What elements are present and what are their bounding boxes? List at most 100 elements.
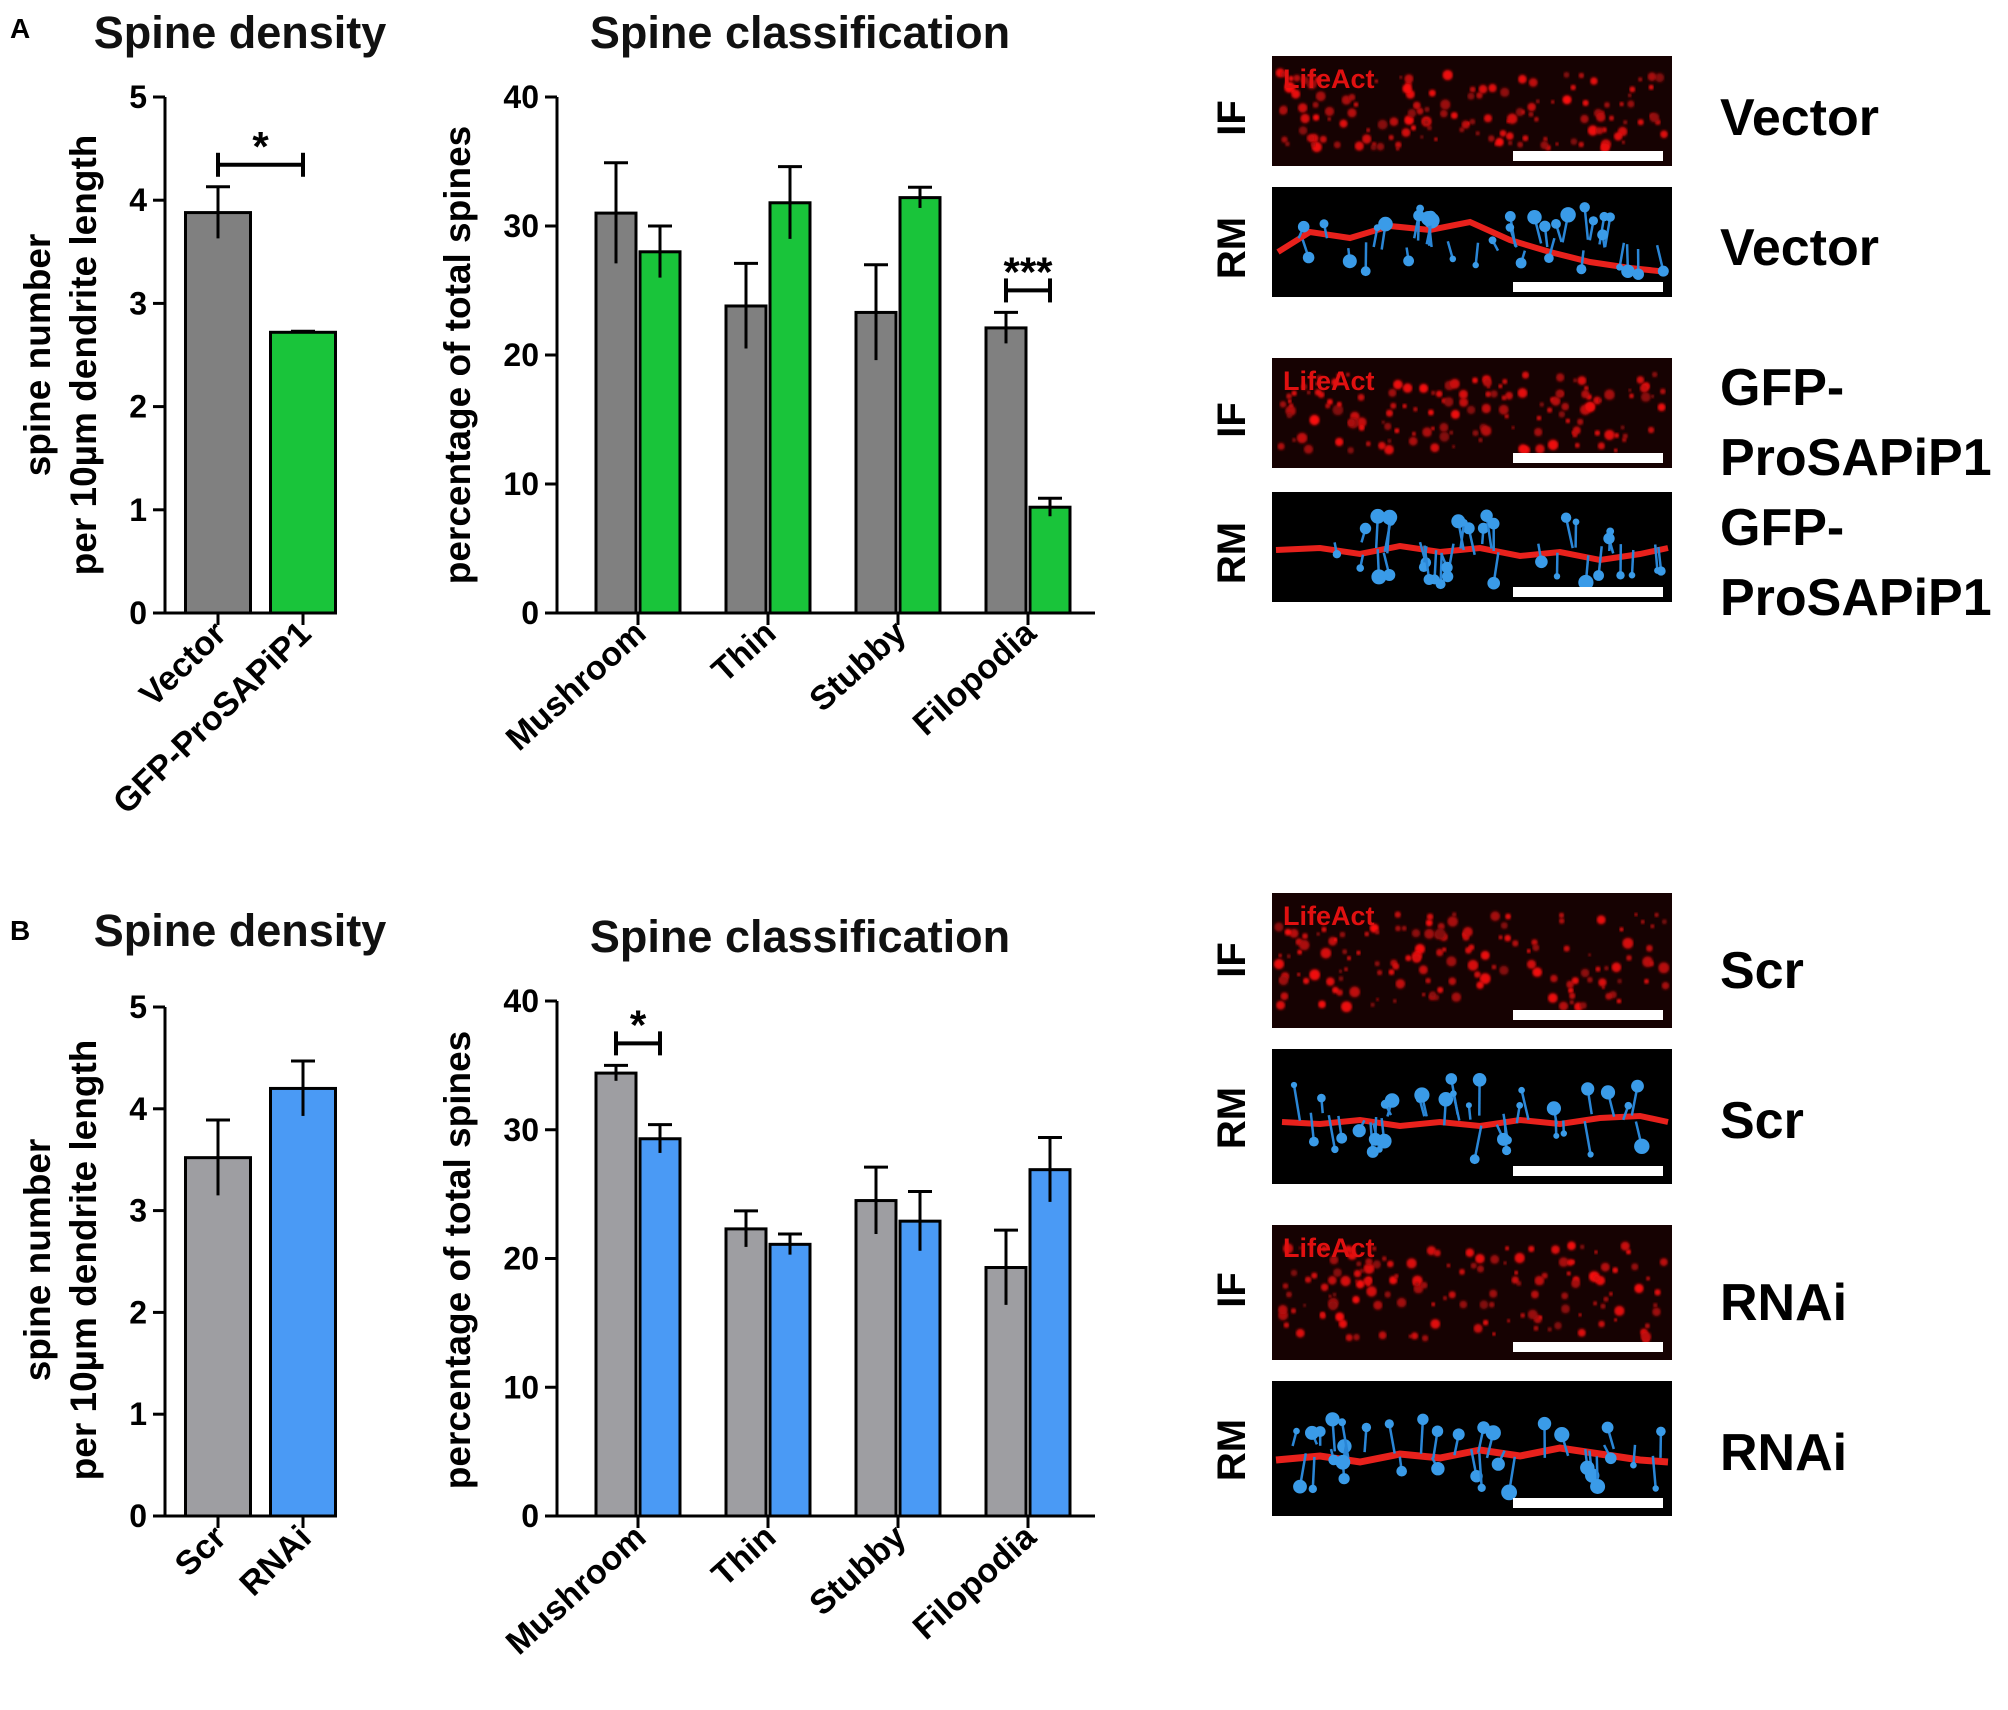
if-punctum	[1570, 84, 1576, 91]
x-category-label: Stubby	[802, 614, 913, 719]
if-punctum	[1582, 99, 1589, 107]
spine-head	[1360, 266, 1371, 277]
if-punctum	[1619, 101, 1624, 107]
if-punctum	[1561, 1292, 1569, 1300]
if-punctum	[1577, 376, 1587, 386]
if-punctum	[1381, 420, 1386, 424]
chart-b-spine-density: Spine density spine number per 10µm dendri…	[17, 905, 386, 1603]
if-punctum	[1312, 114, 1320, 121]
if-punctum	[1300, 113, 1310, 124]
spine-neck	[1474, 242, 1480, 266]
if-punctum	[1603, 1296, 1609, 1302]
if-punctum	[1426, 1246, 1436, 1256]
if-punctum	[1340, 1275, 1351, 1287]
bar	[984, 1266, 1028, 1518]
if-punctum	[1336, 373, 1341, 379]
if-punctum	[1405, 955, 1412, 962]
if-punctum	[1547, 439, 1559, 451]
if-punctum	[1430, 1319, 1441, 1329]
if-punctum	[1566, 980, 1574, 989]
spine-head	[1361, 1422, 1372, 1433]
if-punctum	[1449, 430, 1454, 435]
if-punctum	[1598, 978, 1607, 987]
if-punctum	[1386, 1260, 1394, 1268]
spine-neck	[1653, 544, 1659, 571]
if-punctum	[1345, 1334, 1353, 1342]
if-punctum	[1475, 131, 1480, 136]
spine-head	[1501, 1484, 1517, 1501]
spine-head	[1657, 265, 1669, 277]
bar	[768, 201, 812, 615]
if-punctum	[1273, 958, 1285, 970]
if-punctum	[1539, 1315, 1543, 1319]
if-punctum	[1518, 444, 1528, 454]
scale-bar	[1513, 587, 1663, 597]
x-category-label: Scr	[168, 1518, 234, 1583]
if-punctum	[1623, 120, 1628, 125]
if-punctum	[1504, 414, 1509, 419]
if-punctum	[1534, 427, 1543, 437]
if-punctum	[1450, 409, 1460, 419]
if-punctum	[1327, 1275, 1337, 1285]
if-punctum	[1462, 926, 1473, 937]
if-punctum	[1600, 1303, 1606, 1309]
if-punctum	[1410, 125, 1417, 131]
spine-neck	[1583, 207, 1590, 240]
if-punctum	[1543, 136, 1548, 142]
spine-head	[1382, 509, 1398, 525]
if-punctum	[1277, 442, 1285, 450]
if-punctum	[1401, 925, 1407, 931]
chart-a-spine-classification: Spine classification percentage of total …	[437, 7, 1095, 758]
if-punctum	[1587, 976, 1593, 983]
spine-head	[1472, 261, 1479, 269]
if-punctum	[1450, 112, 1458, 119]
spine-neck	[1473, 1125, 1483, 1160]
if-punctum	[1320, 947, 1332, 959]
if-punctum	[1280, 71, 1287, 78]
if-punctum	[1440, 99, 1451, 110]
x-category-label: Mushroom	[499, 614, 654, 759]
if-punctum	[1469, 86, 1476, 93]
scale-bar	[1513, 1342, 1663, 1352]
if-punctum	[1647, 72, 1657, 82]
if-punctum	[1528, 78, 1538, 87]
if-punctum	[1555, 389, 1564, 398]
spine-head	[1628, 571, 1636, 579]
if-punctum	[1339, 931, 1346, 938]
spine-renders	[1291, 1412, 1666, 1501]
spine-neck	[1311, 1456, 1316, 1489]
if-punctum	[1278, 975, 1289, 986]
if-punctum	[1384, 444, 1394, 455]
if-punctum	[1579, 1002, 1587, 1009]
if-punctum	[1579, 1244, 1585, 1250]
spine-neck	[1632, 1444, 1637, 1466]
if-punctum	[1550, 974, 1558, 983]
if-punctum	[1639, 383, 1649, 393]
if-punctum	[1594, 430, 1601, 436]
spine-head	[1488, 236, 1497, 245]
if-punctum	[1388, 969, 1395, 976]
if-punctum	[1489, 1289, 1498, 1298]
y-tick-label: 20	[503, 337, 539, 373]
if-punctum	[1442, 1296, 1448, 1301]
if-punctum	[1416, 107, 1424, 115]
if-punctum	[1614, 1305, 1625, 1316]
y-tick-label: 30	[503, 1112, 539, 1148]
spine-head	[1366, 1145, 1379, 1158]
if-punctum	[1651, 371, 1658, 378]
if-punctum	[1459, 397, 1469, 407]
if-punctum	[1609, 1292, 1613, 1296]
if-punctum	[1378, 1331, 1387, 1340]
if-punctum	[1593, 396, 1602, 405]
spine-head	[1560, 1130, 1568, 1137]
if-punctum	[1412, 954, 1421, 963]
spine-head	[1505, 223, 1515, 232]
if-punctum	[1478, 84, 1488, 94]
spine-head	[1485, 1425, 1501, 1441]
if-punctum	[1577, 418, 1584, 425]
if-punctum	[1622, 937, 1634, 949]
if-punctum	[1465, 946, 1472, 954]
y-tick-label: 1	[129, 1396, 147, 1432]
if-punctum	[1375, 930, 1380, 935]
if-punctum	[1511, 426, 1515, 430]
